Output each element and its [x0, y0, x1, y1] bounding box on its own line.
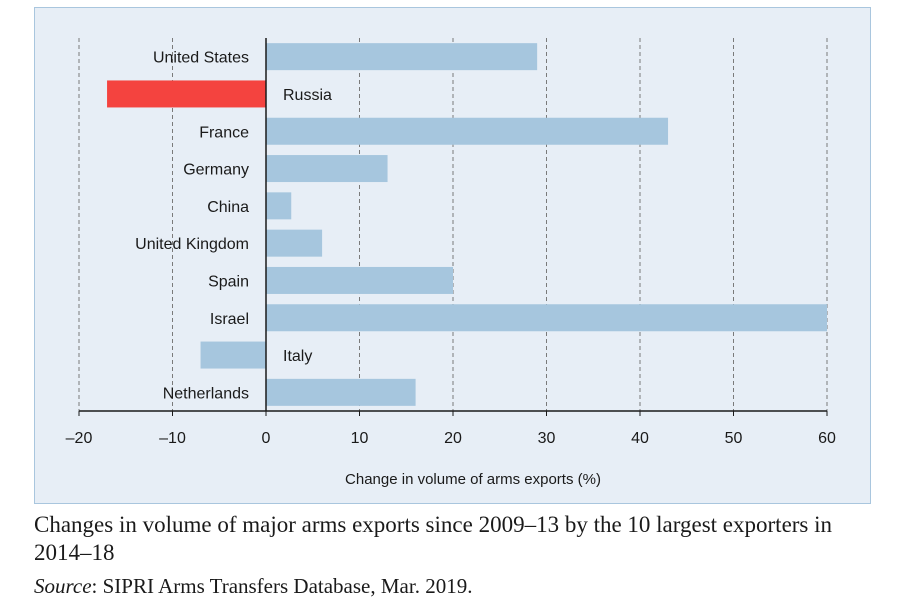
source-text: : SIPRI Arms Transfers Database, Mar. 20…: [91, 574, 473, 598]
category-label-2: France: [199, 124, 249, 141]
bar-1: [107, 80, 266, 108]
bars: [107, 43, 827, 406]
x-tick-label-2: 0: [262, 430, 271, 447]
bar-chart: United States Russia France Germany China Uni…: [66, 38, 836, 488]
category-label-6: Spain: [208, 273, 249, 290]
x-tick-label-5: 30: [538, 430, 556, 447]
x-tick-label-6: 40: [631, 430, 649, 447]
bar-6: [266, 266, 453, 294]
grid-lines: [78, 38, 828, 411]
x-tick-label-4: 20: [444, 430, 462, 447]
category-labels: United States Russia France Germany China Uni…: [135, 50, 332, 403]
chart-panel: United States Russia France Germany China Uni…: [34, 7, 871, 504]
category-label-8: Italy: [283, 348, 312, 365]
x-tick-label-1: –10: [159, 430, 186, 447]
x-tick-labels: –20 –10 0 10 20 30 40 50 60: [66, 430, 836, 447]
x-tick-label-7: 50: [725, 430, 743, 447]
category-label-4: China: [207, 199, 249, 216]
category-label-5: United Kingdom: [135, 236, 249, 253]
category-label-1: Russia: [283, 87, 332, 104]
bar-3: [266, 155, 388, 183]
bar-8: [200, 341, 266, 369]
category-label-3: Germany: [183, 162, 249, 179]
category-label-7: Israel: [210, 311, 249, 328]
bar-4: [266, 192, 292, 220]
category-label-0: United States: [153, 50, 249, 67]
bar-7: [266, 304, 827, 332]
bar-9: [266, 378, 416, 406]
figure-caption: Changes in volume of major arms exports …: [34, 512, 833, 565]
bar-5: [266, 229, 323, 257]
axes: [78, 38, 828, 416]
source-line: Source: SIPRI Arms Transfers Database, M…: [34, 573, 884, 599]
x-tick-label-3: 10: [351, 430, 369, 447]
x-axis-title: Change in volume of arms exports (%): [345, 471, 601, 488]
source-label: Source: [34, 574, 92, 598]
category-label-9: Netherlands: [163, 385, 249, 402]
bar-0: [266, 43, 538, 71]
x-tick-label-8: 60: [818, 430, 836, 447]
x-tick-label-0: –20: [66, 430, 93, 447]
bar-2: [266, 117, 669, 145]
